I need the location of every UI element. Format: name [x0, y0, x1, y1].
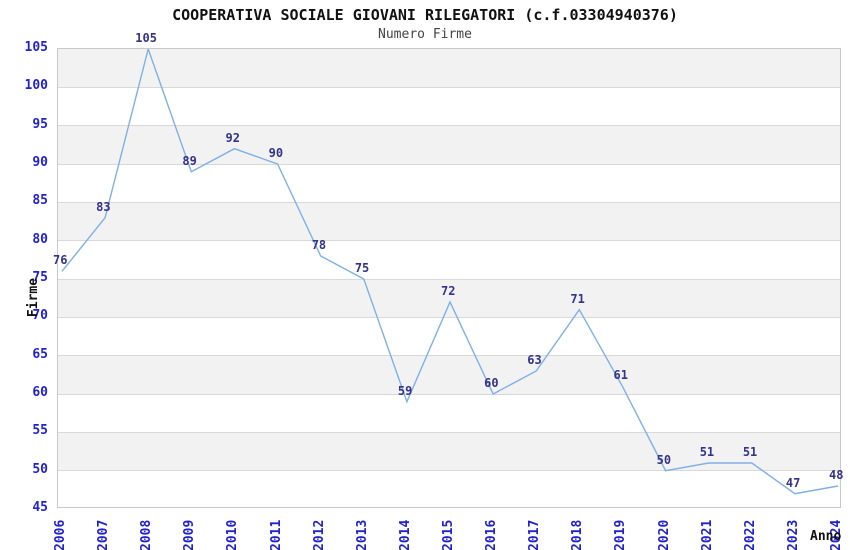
y-tick-label: 85 [32, 193, 48, 209]
x-tick-label: 2014 [397, 519, 413, 550]
gridline [58, 316, 840, 318]
data-point-label: 47 [785, 475, 801, 490]
data-point-label: 61 [613, 368, 628, 383]
x-tick-label: 2022 [742, 519, 758, 550]
data-point-label: 89 [182, 153, 197, 168]
data-point-label: 63 [527, 353, 542, 367]
y-tick-label: 70 [32, 308, 48, 324]
y-tick-label: 60 [32, 385, 48, 400]
gridline [58, 86, 840, 88]
y-tick-label: 105 [24, 40, 48, 55]
x-tick-label: 2013 [354, 519, 370, 550]
x-tick-label: 2023 [785, 519, 801, 550]
y-tick-label: 90 [32, 155, 48, 170]
gridline [58, 355, 840, 357]
plot-area [57, 48, 841, 508]
background-band [58, 279, 840, 318]
y-axis-title: Firme [26, 277, 42, 318]
chart-title: COOPERATIVA SOCIALE GIOVANI RILEGATORI (… [172, 6, 678, 24]
y-tick-label: 80 [32, 231, 48, 247]
background-band [58, 125, 840, 164]
data-point-label: 92 [225, 130, 240, 145]
gridline [58, 470, 840, 472]
data-point-label: 76 [53, 253, 68, 268]
x-tick-label: 2016 [484, 519, 500, 550]
y-tick-label: 65 [32, 346, 48, 362]
x-tick-label: 2010 [225, 519, 241, 550]
x-tick-label: 2008 [139, 519, 155, 550]
x-tick-label: 2020 [656, 519, 672, 550]
data-point-label: 83 [96, 199, 111, 214]
data-point-label: 90 [268, 146, 284, 160]
gridline [58, 163, 840, 165]
y-tick-label: 50 [32, 461, 48, 477]
background-band [58, 432, 840, 471]
data-point-label: 78 [311, 238, 327, 252]
gridline [58, 278, 840, 280]
x-tick-label: 2021 [699, 519, 715, 550]
x-tick-label: 2015 [441, 519, 456, 550]
gridline [58, 431, 840, 433]
x-tick-label: 2018 [570, 519, 586, 550]
background-band [58, 202, 840, 241]
gridline [58, 240, 840, 242]
data-point-label: 48 [829, 468, 844, 482]
data-point-label: 59 [397, 383, 413, 398]
gridline [58, 201, 840, 203]
data-point-label: 60 [484, 376, 499, 390]
background-band [58, 49, 840, 88]
y-tick-label: 95 [32, 116, 48, 132]
gridline [58, 393, 840, 395]
chart-subtitle: Numero Firme [378, 27, 472, 42]
data-point-label: 51 [742, 445, 758, 459]
series-line [61, 49, 839, 495]
plot-svg [61, 49, 839, 495]
x-tick-label: 2006 [53, 519, 68, 550]
y-tick-label: 55 [32, 423, 48, 439]
y-tick-label: 75 [32, 270, 48, 285]
data-point-label: 75 [354, 261, 370, 275]
x-tick-label: 2017 [527, 519, 543, 550]
data-point-label: 50 [656, 452, 672, 467]
data-point-label: 71 [570, 291, 585, 306]
background-band [58, 355, 840, 394]
x-axis-title: Anno [810, 529, 842, 544]
gridline [58, 125, 840, 127]
y-tick-label: 45 [32, 500, 48, 515]
data-point-label: 72 [441, 284, 456, 298]
x-tick-label: 2009 [182, 519, 198, 550]
data-point-label: 51 [699, 445, 715, 459]
y-tick-label: 100 [24, 78, 48, 94]
x-tick-label: 2007 [96, 519, 112, 550]
data-point-label: 105 [135, 31, 157, 45]
x-tick-label: 2011 [268, 519, 284, 550]
x-tick-label: 2012 [311, 519, 327, 550]
x-tick-label: 2019 [613, 519, 629, 550]
